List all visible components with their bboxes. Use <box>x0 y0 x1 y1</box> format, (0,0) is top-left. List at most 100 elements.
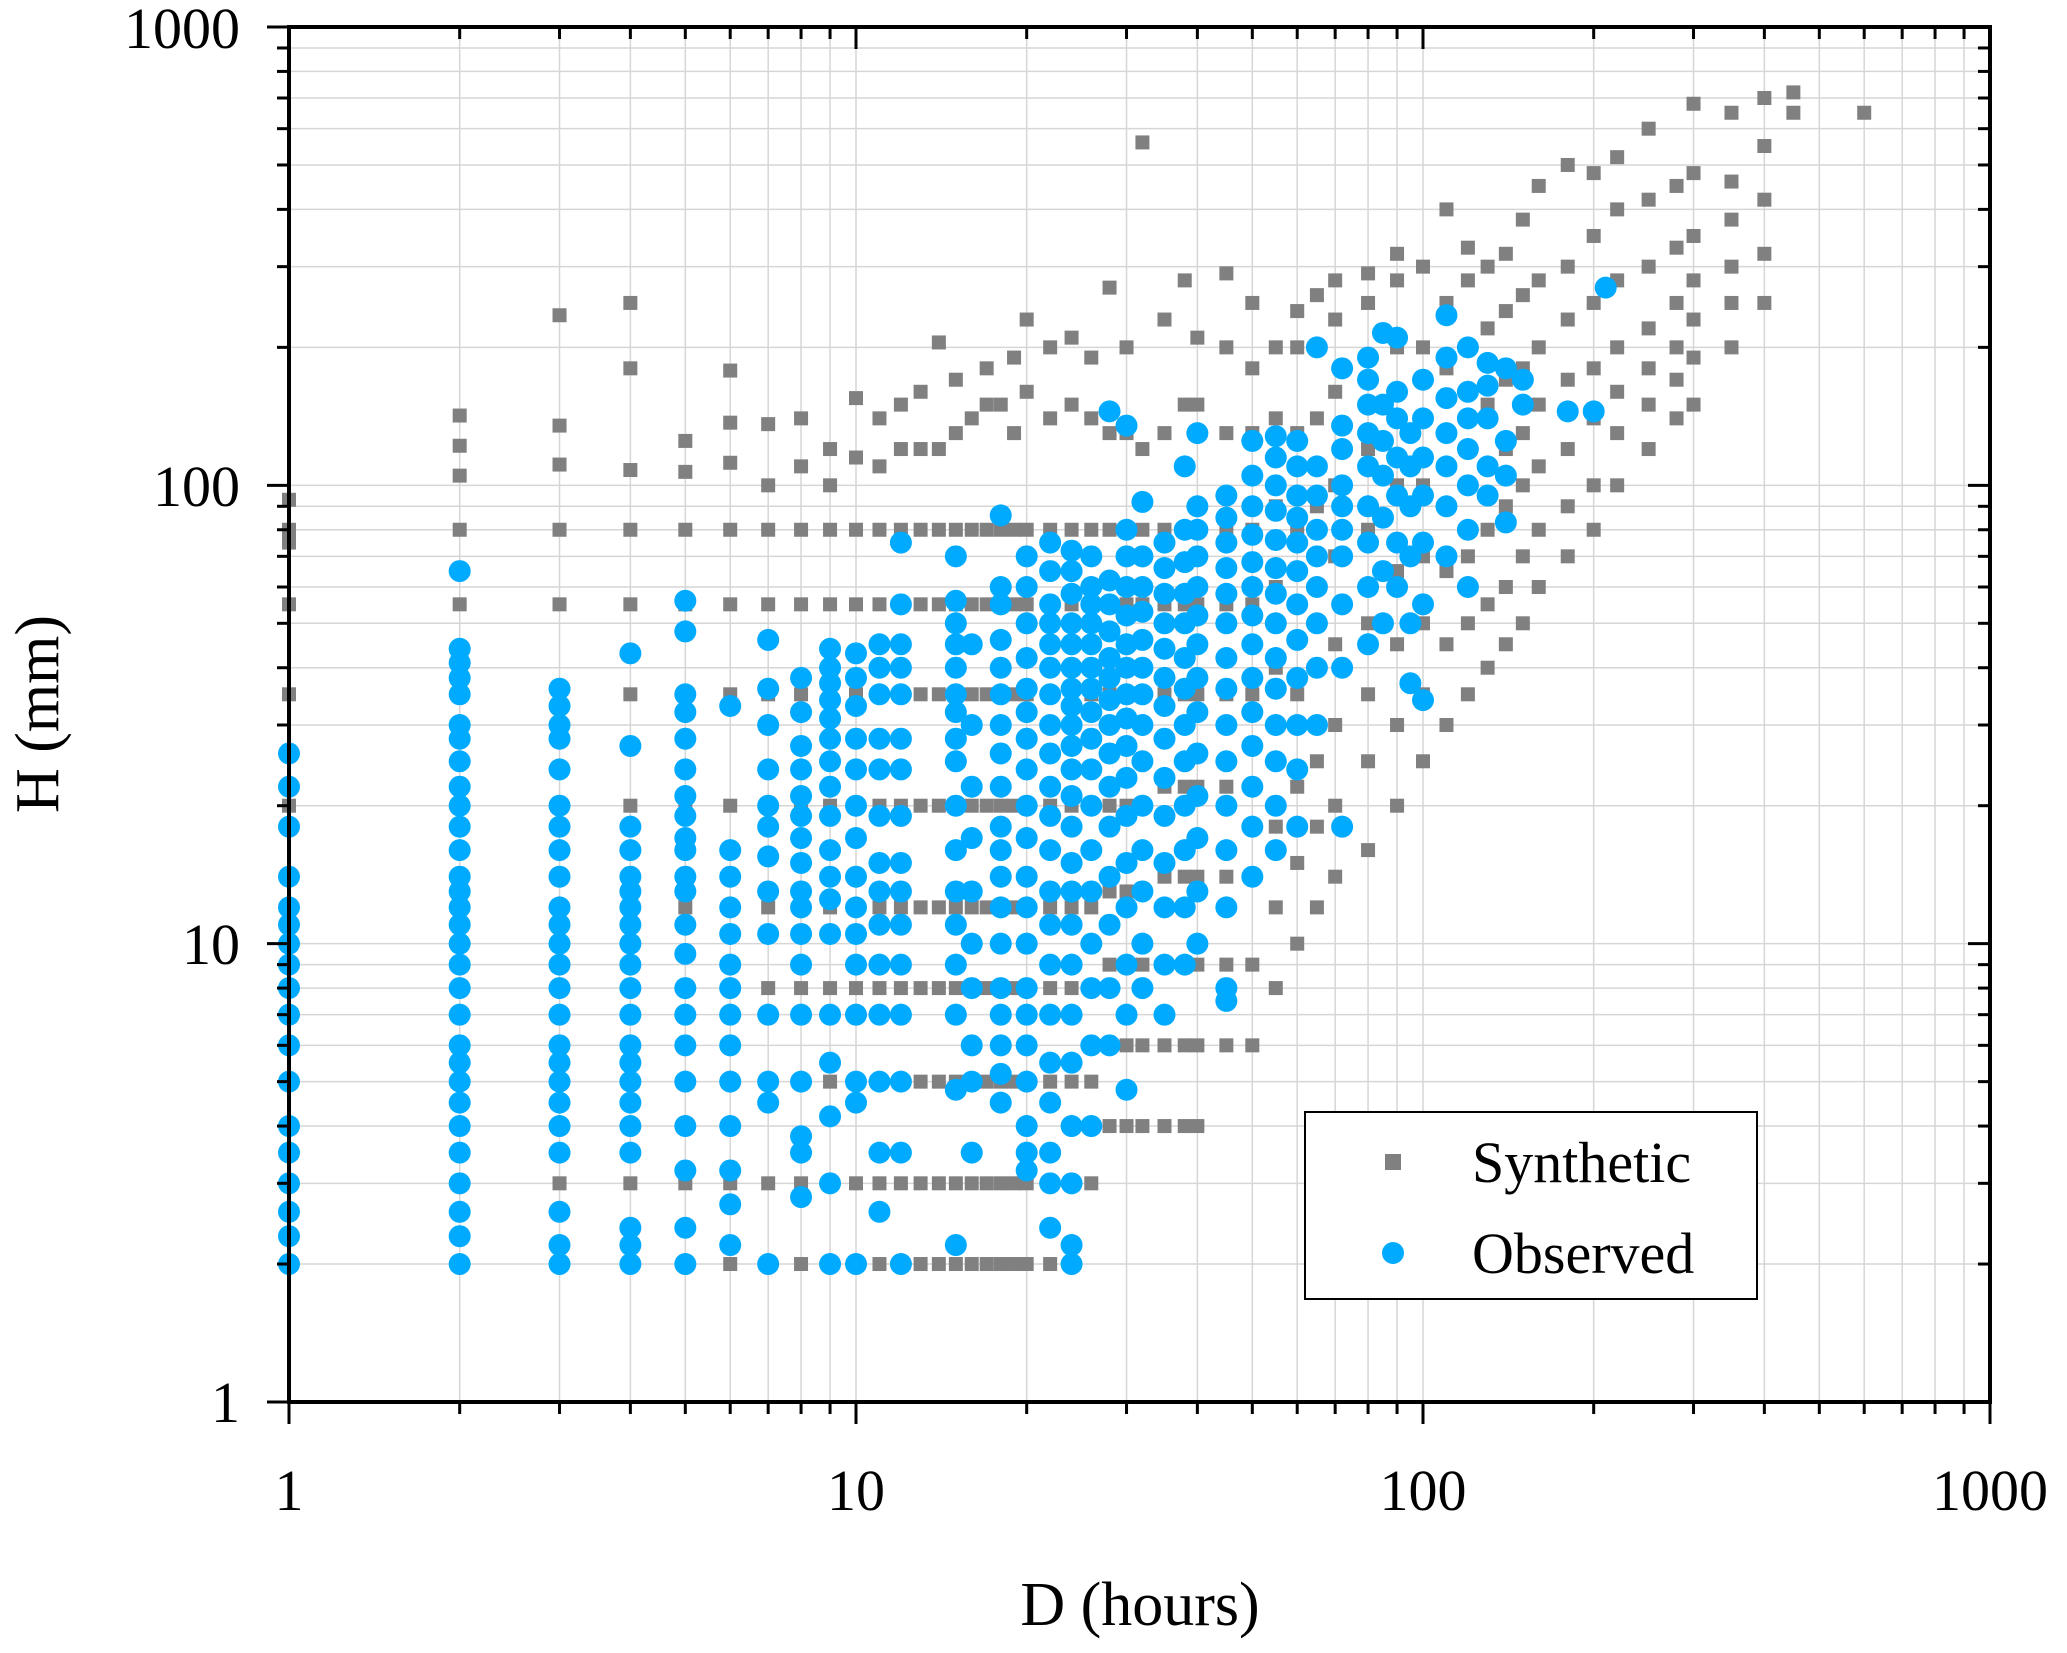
synthetic-point <box>1019 522 1034 537</box>
synthetic-point <box>1157 426 1172 441</box>
synthetic-point <box>1157 1038 1172 1053</box>
y-axis-title: H (mm) <box>4 615 72 813</box>
observed-point <box>619 1253 642 1276</box>
observed-point <box>1060 1234 1083 1257</box>
synthetic-point <box>1135 522 1150 537</box>
observed-point <box>1435 422 1458 445</box>
observed-point <box>1494 511 1517 534</box>
observed-point <box>1039 593 1062 616</box>
observed-point <box>548 896 571 919</box>
observed-point <box>619 734 642 757</box>
synthetic-point <box>1268 900 1283 915</box>
observed-point <box>1039 612 1062 635</box>
observed-point <box>674 913 697 936</box>
observed-point <box>1060 582 1083 605</box>
observed-point <box>674 727 697 750</box>
observed-point <box>1305 545 1328 568</box>
synthetic-point <box>979 687 994 702</box>
observed-point <box>757 1253 780 1276</box>
observed-point <box>1015 865 1038 888</box>
observed-point <box>1371 612 1394 635</box>
observed-point <box>1098 913 1121 936</box>
observed-point <box>1286 531 1309 554</box>
observed-point <box>757 845 780 868</box>
observed-point <box>1131 576 1154 599</box>
observed-point <box>719 922 742 945</box>
observed-point <box>1264 582 1287 605</box>
observed-point <box>1080 576 1103 599</box>
observed-point <box>1556 400 1579 423</box>
observed-point <box>1476 374 1499 397</box>
synthetic-point <box>1190 1119 1205 1134</box>
observed-point <box>1476 351 1499 374</box>
synthetic-point <box>1531 178 1546 193</box>
synthetic-point <box>1669 240 1684 255</box>
observed-point <box>1412 446 1434 469</box>
synthetic-point <box>1177 1038 1192 1053</box>
observed-point <box>1435 455 1458 478</box>
observed-point <box>944 913 967 936</box>
observed-point <box>1305 713 1328 736</box>
synthetic-point <box>623 1176 638 1191</box>
observed-point <box>619 977 642 1000</box>
synthetic-point <box>1686 273 1701 288</box>
legend: Synthetic Observed <box>1304 1111 1758 1300</box>
observed-point <box>674 589 697 612</box>
observed-point <box>448 839 471 862</box>
observed-point <box>448 1070 471 1093</box>
observed-point <box>1456 407 1479 430</box>
synthetic-point <box>964 1257 979 1272</box>
synthetic-point <box>1361 843 1376 858</box>
y-tick-label: 1000 <box>124 0 240 61</box>
synthetic-point <box>1416 754 1430 769</box>
synthetic-point <box>1245 957 1260 972</box>
synthetic-point <box>1190 397 1205 412</box>
observed-point <box>619 642 642 665</box>
x-axis-title: D (hours) <box>1020 1571 1259 1639</box>
observed-point <box>1015 1070 1038 1093</box>
observed-point <box>1098 666 1121 689</box>
synthetic-point <box>1290 340 1305 355</box>
synthetic-point <box>552 522 567 537</box>
observed-point <box>1386 576 1409 599</box>
synthetic-point <box>1119 1038 1134 1053</box>
observed-point <box>1131 794 1154 817</box>
synthetic-point <box>993 397 1008 412</box>
synthetic-point <box>1219 957 1234 972</box>
synthetic-point <box>1480 321 1495 336</box>
synthetic-point <box>1268 819 1283 834</box>
observed-point <box>1286 815 1309 838</box>
observed-point <box>1060 560 1083 583</box>
observed-point <box>1015 1159 1038 1182</box>
observed-point <box>1331 474 1354 497</box>
synthetic-point <box>761 522 776 537</box>
synthetic-point <box>1064 900 1079 915</box>
synthetic-point <box>1084 522 1099 537</box>
observed-point <box>1060 677 1083 700</box>
observed-point <box>889 851 912 874</box>
synthetic-point <box>964 597 979 612</box>
synthetic-point <box>678 900 693 915</box>
synthetic-point <box>1586 295 1601 310</box>
observed-point <box>448 1034 471 1057</box>
observed-point <box>790 953 813 976</box>
observed-point <box>989 713 1012 736</box>
synthetic-point <box>1084 1074 1099 1089</box>
observed-point <box>1098 689 1121 712</box>
observed-point <box>1456 474 1479 497</box>
observed-point <box>719 839 742 862</box>
synthetic-point <box>1190 330 1205 345</box>
observed-point <box>1305 656 1328 679</box>
observed-point <box>1153 637 1176 660</box>
observed-point <box>1186 742 1209 765</box>
synthetic-point <box>761 597 776 612</box>
observed-point <box>1186 576 1209 599</box>
observed-point <box>944 656 967 679</box>
synthetic-point <box>823 597 838 612</box>
synthetic-point <box>1390 246 1405 261</box>
observed-point <box>448 932 471 955</box>
synthetic-point <box>1361 442 1376 457</box>
synthetic-point <box>1007 1176 1022 1191</box>
observed-point <box>845 1253 867 1276</box>
synthetic-point <box>1043 340 1058 355</box>
